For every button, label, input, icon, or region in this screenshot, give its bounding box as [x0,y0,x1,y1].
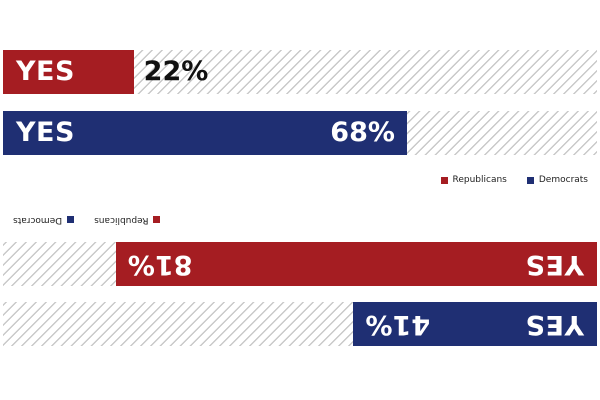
chart-panel-rotated: YES 41% YES 81% Republicans Democrats [0,200,600,400]
bar-yes-label: YES [16,117,75,148]
legend-label: Republicans [452,175,507,185]
legend-label: Republicans [94,215,149,225]
bar-track: YES 22% [3,50,597,94]
legend-label: Democrats [538,175,588,185]
bar-value-label: 68% [330,117,395,148]
bar-value-label: 41% [365,309,431,340]
legend-swatch-democrats [526,176,534,184]
legend-swatch-republicans [153,216,161,224]
bar-yes-label: YES [525,249,584,280]
bar-track: YES 41% [3,302,597,346]
bar-value-label: 22% [143,56,209,87]
legend-label: Democrats [13,215,63,225]
legend-item-republicans: Republicans [440,175,507,185]
legend-swatch-democrats [67,216,75,224]
legend-item-republicans: Republicans [94,215,161,225]
chart-panel-top: YES 22% YES 68% Republicans Democrats [3,50,597,188]
legend-swatch-republicans [440,176,448,184]
legend-item-democrats: Democrats [526,175,588,185]
bar-fill [3,111,407,155]
bar-fill [3,50,134,94]
bar-value-label: 81% [127,249,193,280]
bar-track: YES 68% [3,111,597,155]
bar-yes-label: YES [16,56,75,87]
legend: Republicans Democrats [13,212,181,228]
legend-item-democrats: Democrats [13,215,75,225]
bar-track: YES 81% [3,242,597,286]
legend: Republicans Democrats [421,172,588,188]
bar-yes-label: YES [525,309,584,340]
